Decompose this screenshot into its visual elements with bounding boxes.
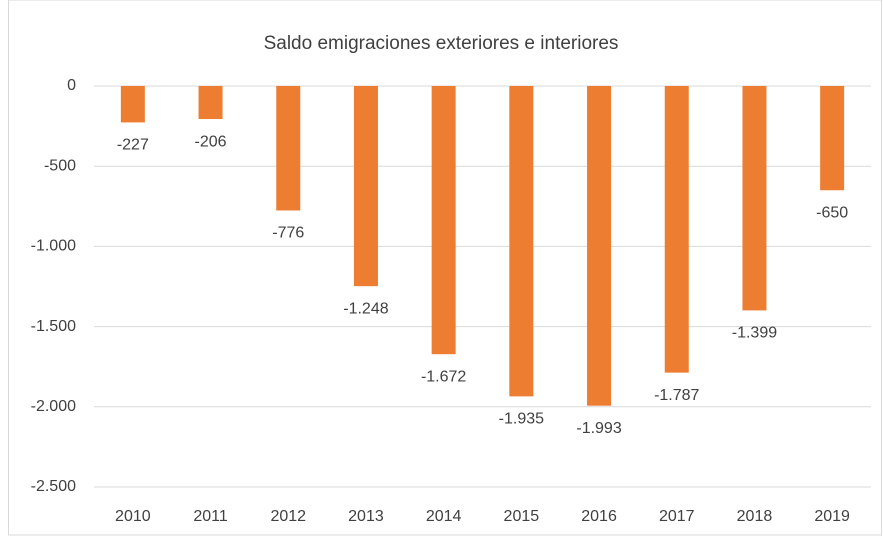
y-tick-label: -500 bbox=[44, 157, 76, 174]
x-tick-label: 2018 bbox=[737, 508, 773, 525]
y-tick-label: 0 bbox=[67, 77, 76, 94]
bar bbox=[431, 86, 456, 355]
y-tick-label: -2.000 bbox=[31, 398, 76, 415]
x-tick-label: 2019 bbox=[814, 508, 850, 525]
bar bbox=[198, 86, 223, 120]
bar bbox=[820, 86, 845, 191]
data-label: -650 bbox=[816, 204, 848, 221]
chart-title: Saldo emigraciones exteriores e interior… bbox=[264, 33, 619, 54]
x-tick-label: 2010 bbox=[115, 508, 151, 525]
x-tick-label: 2011 bbox=[193, 508, 228, 525]
x-tick-label: 2016 bbox=[581, 508, 617, 525]
bar bbox=[509, 86, 534, 397]
y-tick-label: -1.000 bbox=[31, 238, 76, 255]
data-label: -1.248 bbox=[343, 300, 388, 317]
data-label: -1.672 bbox=[421, 368, 466, 385]
bar bbox=[276, 86, 301, 211]
data-label: -1.399 bbox=[732, 325, 777, 342]
bar bbox=[353, 86, 378, 287]
y-tick-label: -1.500 bbox=[31, 318, 76, 335]
data-label: -1.935 bbox=[499, 411, 544, 428]
bar bbox=[120, 86, 145, 123]
bar bbox=[664, 86, 689, 373]
data-label: -227 bbox=[117, 137, 149, 154]
x-tick-label: 2017 bbox=[659, 508, 695, 525]
data-label: -1.993 bbox=[576, 420, 621, 437]
data-label: -776 bbox=[272, 225, 304, 242]
data-label: -206 bbox=[195, 133, 227, 150]
data-label: -1.787 bbox=[654, 387, 699, 404]
bar bbox=[742, 86, 767, 311]
x-tick-label: 2015 bbox=[504, 508, 540, 525]
y-tick-label: -2.500 bbox=[31, 478, 76, 495]
x-tick-label: 2013 bbox=[348, 508, 384, 525]
bar bbox=[587, 86, 612, 406]
x-tick-label: 2012 bbox=[270, 508, 306, 525]
x-tick-label: 2014 bbox=[426, 508, 462, 525]
